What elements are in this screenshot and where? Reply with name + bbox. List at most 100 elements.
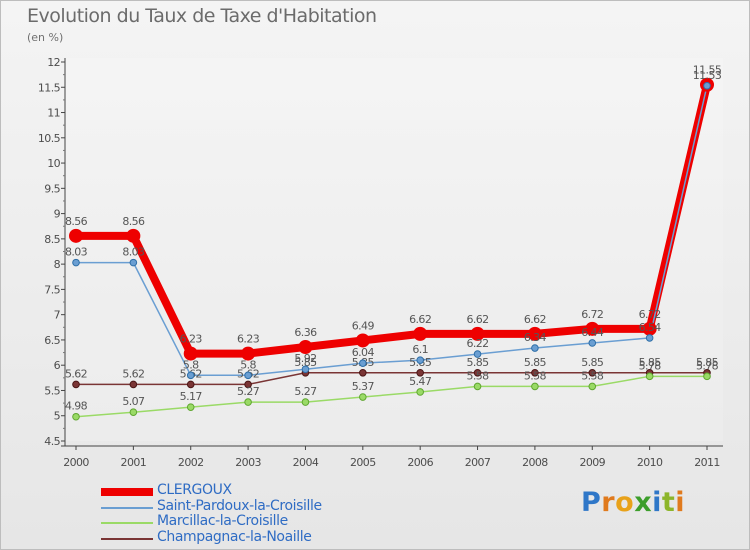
data-label: 6.44	[581, 326, 604, 339]
data-label: 6.36	[294, 326, 317, 339]
data-point	[416, 356, 424, 364]
data-label: 8.03	[65, 246, 88, 259]
data-label: 5.85	[524, 356, 547, 369]
data-point	[244, 398, 252, 406]
legend-label: Marcillac-la-Croisille	[157, 513, 288, 529]
y-tick-label: 10	[47, 157, 60, 170]
data-label: 4.98	[65, 400, 88, 413]
data-label: 5.27	[294, 385, 317, 398]
data-point	[588, 382, 597, 391]
y-tick-label: 8.5	[44, 233, 60, 246]
data-label: 5.92	[294, 352, 316, 365]
x-tick-label: 2004	[293, 456, 319, 469]
logo-letter: r	[601, 487, 616, 518]
data-point	[527, 326, 542, 341]
legend-label: Champagnac-la-Noaille	[157, 528, 312, 545]
data-label: 5.58	[581, 369, 604, 382]
data-point	[126, 228, 141, 243]
data-point	[470, 326, 485, 341]
data-point	[416, 388, 424, 396]
y-tick-label: 11.5	[38, 81, 61, 94]
data-point	[186, 371, 195, 380]
chart-title: Evolution du Taux de Taxe d'Habitation	[27, 5, 377, 27]
x-tick-label: 2010	[637, 456, 663, 469]
data-label: 5.37	[352, 380, 375, 393]
y-tick-label: 11	[47, 107, 60, 120]
data-label: 6.62	[524, 313, 546, 326]
logo-letter: i	[675, 487, 686, 518]
data-point	[359, 359, 367, 367]
data-point	[645, 334, 654, 342]
data-label: 5.47	[409, 375, 432, 388]
data-label: 6.72	[581, 308, 603, 321]
series-line-3	[75, 372, 708, 386]
logo-letter: P	[581, 487, 602, 518]
data-label: 6.62	[466, 313, 488, 326]
y-tick-label: 9	[54, 208, 61, 221]
data-point	[355, 333, 370, 348]
unit-label: (en %)	[27, 31, 64, 44]
data-point	[359, 368, 367, 377]
data-point	[186, 403, 195, 411]
logo-letter: t	[661, 487, 676, 518]
data-point	[588, 339, 597, 347]
data-point	[72, 412, 80, 421]
data-label: 6.23	[180, 333, 203, 346]
legend-swatch	[101, 488, 153, 496]
data-label: 6.49	[352, 319, 375, 332]
data-point	[244, 371, 252, 380]
y-tick-label: 8	[54, 258, 61, 271]
data-label: 5.58	[466, 369, 489, 382]
data-point	[183, 346, 198, 361]
data-label: 5.62	[65, 367, 87, 380]
data-point	[703, 372, 711, 381]
data-point	[531, 344, 539, 352]
logo-letter: o	[615, 487, 635, 518]
data-label: 6.22	[466, 337, 488, 350]
series-line-1	[75, 85, 708, 377]
legend-swatch	[101, 506, 153, 509]
data-label: 5.62	[122, 367, 144, 380]
y-tick-label: 7	[54, 309, 61, 322]
data-point	[301, 398, 310, 406]
data-label: 5.07	[122, 395, 145, 408]
data-label: 5.58	[524, 369, 547, 382]
proxiti-logo: Proxiti	[581, 487, 685, 518]
data-label: 11.55	[693, 64, 722, 77]
data-label: 8.03	[122, 246, 145, 259]
data-point	[473, 382, 482, 391]
plot-area	[65, 58, 723, 441]
data-label: 8.56	[122, 215, 145, 228]
x-tick-label: 2001	[121, 456, 147, 469]
data-label: 5.85	[696, 356, 719, 369]
x-tick-label: 2007	[465, 456, 491, 469]
data-label: 6.23	[237, 333, 260, 346]
y-tick-label: 7.5	[44, 283, 60, 296]
data-point	[129, 408, 138, 416]
y-tick-label: 12	[47, 56, 60, 69]
x-tick-label: 2008	[522, 456, 548, 469]
x-tick-label: 2000	[63, 456, 89, 469]
data-label: 5.85	[294, 356, 317, 369]
y-tick-label: 6	[54, 359, 61, 372]
legend-swatch	[101, 522, 153, 524]
y-tick-label: 9.5	[44, 182, 60, 195]
data-point	[129, 258, 138, 267]
data-label: 5.85	[639, 356, 662, 369]
data-point	[129, 380, 138, 389]
data-label: 8.56	[65, 215, 88, 228]
data-point	[703, 81, 711, 90]
data-label: 5.8	[183, 358, 199, 371]
x-tick-label: 2006	[407, 456, 433, 469]
series-line-0	[72, 80, 711, 358]
data-label: 6.04	[352, 346, 375, 359]
data-label: 5.27	[237, 385, 260, 398]
x-tick-label: 2005	[350, 456, 376, 469]
data-point	[416, 368, 424, 377]
x-tick-label: 2011	[694, 456, 720, 469]
x-tick-label: 2003	[235, 456, 261, 469]
y-tick-label: 5	[54, 410, 61, 423]
y-tick-label: 6.5	[44, 334, 60, 347]
